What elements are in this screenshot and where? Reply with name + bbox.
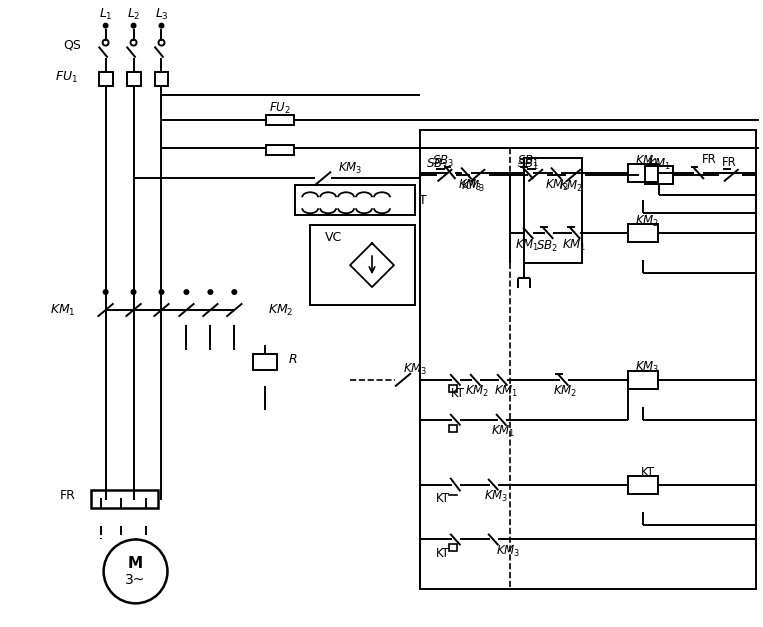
Text: FR: FR — [702, 153, 716, 166]
Text: T: T — [419, 194, 427, 207]
Bar — [629, 371, 658, 389]
Text: $KM_1$: $KM_1$ — [494, 384, 518, 399]
Text: $KM_2$: $KM_2$ — [546, 177, 570, 193]
Text: KT: KT — [436, 492, 450, 505]
Circle shape — [130, 40, 137, 46]
Text: 3~: 3~ — [125, 574, 146, 587]
Bar — [154, 71, 169, 85]
Text: $L_1$: $L_1$ — [98, 7, 112, 22]
Text: VC: VC — [325, 231, 343, 244]
Text: $KM_2$: $KM_2$ — [465, 384, 489, 399]
Text: FR: FR — [60, 489, 76, 502]
Bar — [523, 159, 581, 263]
Circle shape — [130, 289, 137, 295]
Bar — [449, 385, 457, 392]
Circle shape — [159, 23, 165, 29]
Text: $SB_1$: $SB_1$ — [517, 154, 539, 169]
Bar — [91, 490, 159, 508]
Circle shape — [102, 289, 108, 295]
Circle shape — [208, 289, 214, 295]
Text: $KM_3$: $KM_3$ — [495, 544, 520, 559]
Bar — [629, 164, 658, 182]
Circle shape — [159, 289, 165, 295]
Text: $FU_2$: $FU_2$ — [269, 101, 291, 116]
Bar — [645, 166, 674, 184]
Text: $L_3$: $L_3$ — [155, 7, 169, 22]
Text: $KM_3$: $KM_3$ — [338, 161, 362, 176]
Bar — [98, 71, 113, 85]
Bar — [449, 424, 457, 432]
Text: $R$: $R$ — [288, 354, 298, 366]
Text: $KM_1$: $KM_1$ — [514, 238, 539, 253]
Text: $SB_1$: $SB_1$ — [517, 157, 539, 172]
Bar — [629, 476, 658, 493]
Circle shape — [183, 289, 189, 295]
Bar — [629, 224, 658, 242]
Text: $KM_1$: $KM_1$ — [636, 154, 659, 169]
Text: $KM_1$: $KM_1$ — [50, 302, 76, 317]
Text: $KM_3$: $KM_3$ — [484, 489, 508, 504]
Text: QS: QS — [63, 38, 81, 51]
Text: $KM_1$: $KM_1$ — [562, 238, 587, 253]
Text: $SB_3$: $SB_3$ — [426, 157, 448, 172]
Circle shape — [231, 289, 237, 295]
Text: KT: KT — [436, 547, 450, 560]
Text: $KM_2$: $KM_2$ — [636, 214, 659, 229]
Bar — [449, 544, 457, 552]
Bar — [295, 186, 415, 215]
Text: $KM_2$: $KM_2$ — [553, 384, 578, 399]
Text: $FU_1$: $FU_1$ — [55, 70, 78, 85]
Bar — [127, 71, 140, 85]
Bar — [266, 115, 295, 125]
Circle shape — [104, 539, 167, 603]
Text: KT: KT — [640, 466, 655, 479]
Text: $L_2$: $L_2$ — [127, 7, 140, 22]
Text: $KM_3$: $KM_3$ — [461, 179, 485, 194]
Text: M: M — [128, 556, 143, 571]
Text: KT: KT — [451, 387, 465, 400]
Text: $KM_3$: $KM_3$ — [458, 177, 482, 193]
Text: $SB_3$: $SB_3$ — [432, 154, 454, 169]
Text: FR: FR — [722, 156, 736, 169]
Bar — [253, 354, 277, 370]
Circle shape — [159, 40, 165, 46]
Text: $KM_2$: $KM_2$ — [269, 302, 294, 317]
Circle shape — [102, 23, 108, 29]
Bar — [310, 225, 415, 305]
Circle shape — [130, 23, 137, 29]
Text: $SB_2$: $SB_2$ — [536, 239, 558, 254]
Text: $KM_3$: $KM_3$ — [403, 362, 427, 377]
Text: $KM_3$: $KM_3$ — [636, 361, 659, 376]
Circle shape — [102, 40, 108, 46]
Text: $KM_1$: $KM_1$ — [647, 157, 671, 172]
Text: $KM_1$: $KM_1$ — [491, 424, 515, 440]
Bar — [420, 130, 756, 589]
Bar — [266, 145, 295, 155]
Text: $KM_2$: $KM_2$ — [559, 179, 584, 194]
